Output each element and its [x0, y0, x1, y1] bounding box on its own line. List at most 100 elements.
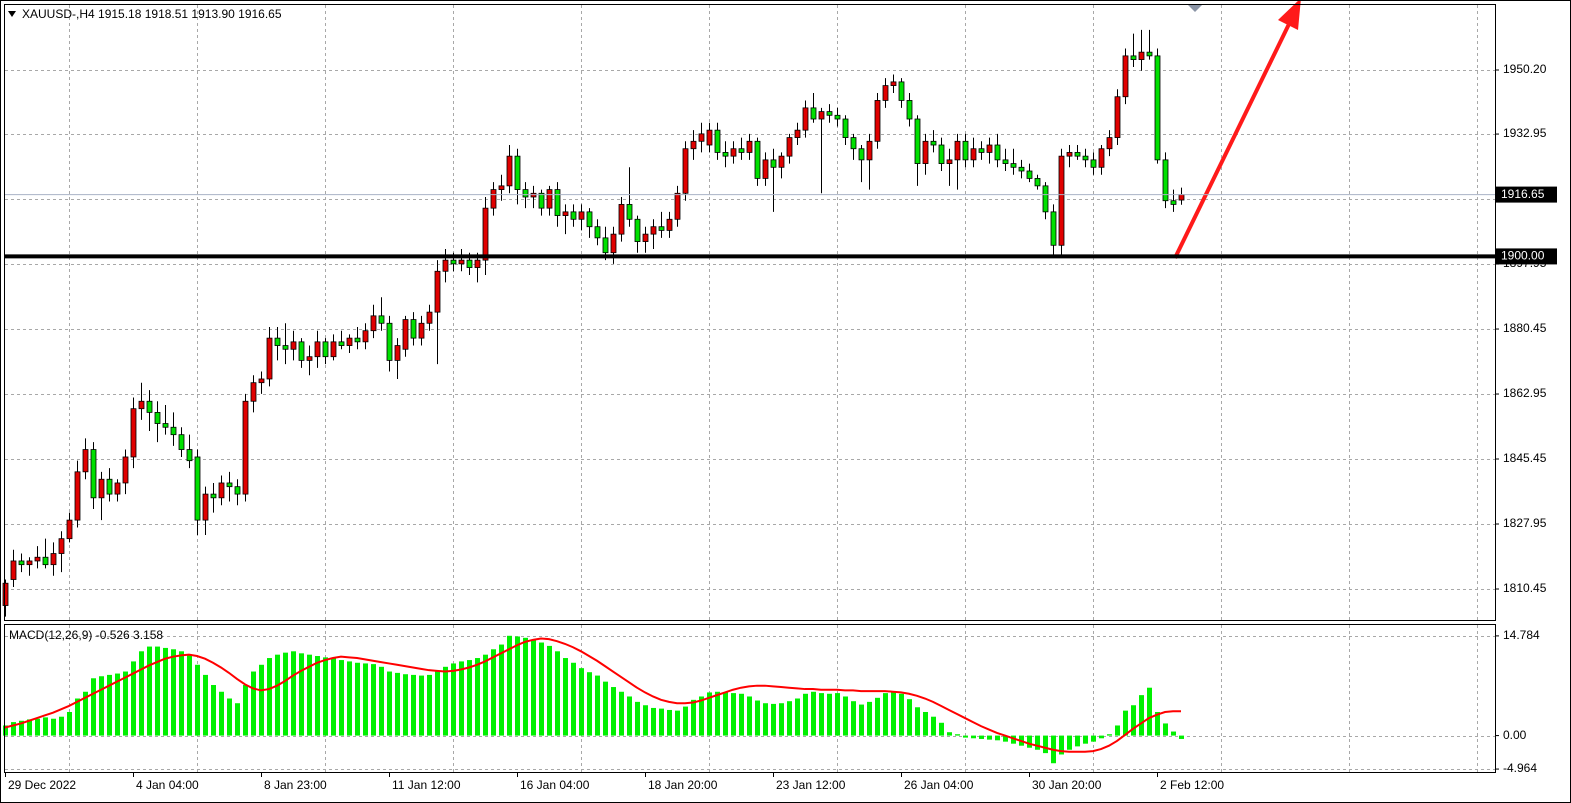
candle-body — [522, 189, 529, 198]
macd-bar — [203, 674, 208, 736]
macd-bar — [403, 674, 408, 736]
candle-body — [970, 148, 977, 161]
candle-body — [90, 449, 97, 499]
candle-body — [1090, 159, 1097, 168]
candle-body — [818, 111, 825, 120]
macd-bar — [963, 735, 968, 738]
signal-line — [4, 637, 1181, 753]
candle-body — [770, 159, 777, 168]
macd-bar — [107, 674, 112, 736]
macd-bar — [307, 654, 312, 736]
arrow-head — [1278, 0, 1301, 30]
macd-bar — [155, 646, 160, 736]
macd-bar — [1027, 735, 1032, 748]
candle-body — [274, 337, 281, 346]
macd-bar — [395, 672, 400, 736]
candle-body — [130, 408, 137, 458]
candle-body — [930, 140, 937, 146]
y-tick-label: 1862.95 — [1503, 386, 1547, 400]
candle-body — [1170, 200, 1177, 205]
macd-bar — [435, 671, 440, 736]
x-tick-label: 26 Jan 04:00 — [904, 778, 974, 792]
candle-body — [474, 259, 481, 268]
candle-body — [18, 560, 25, 566]
macd-bar — [483, 654, 488, 736]
price-level-box — [1496, 248, 1557, 265]
candle-body — [610, 233, 617, 254]
macd-bar — [987, 735, 992, 740]
macd-bar — [219, 691, 224, 736]
macd-bar — [611, 687, 616, 736]
macd-bar — [11, 722, 16, 736]
candle-body — [66, 519, 73, 540]
candle-body — [154, 412, 161, 424]
candle-body — [306, 356, 313, 361]
macd-bar — [931, 716, 936, 736]
candle-body — [730, 148, 737, 157]
arrow-shaft — [1173, 21, 1292, 259]
macd-bar — [723, 692, 728, 736]
candle-body — [986, 144, 993, 153]
candle-body — [402, 319, 409, 350]
macd-bar — [1035, 735, 1040, 750]
candle-body — [922, 140, 929, 164]
macd-bar — [475, 658, 480, 736]
macd-bar — [75, 698, 80, 736]
macd-bar — [1067, 735, 1072, 750]
candle-body — [1010, 163, 1017, 168]
macd-bar — [803, 693, 808, 736]
macd-bar — [539, 642, 544, 736]
macd-bar — [3, 725, 8, 736]
candle-body — [1106, 137, 1113, 150]
macd-bar — [1115, 725, 1120, 736]
macd-bar — [499, 644, 504, 736]
x-tick-label: 29 Dec 2022 — [8, 778, 76, 792]
macd-bar — [683, 706, 688, 736]
macd-bar — [779, 703, 784, 736]
macd-bar — [1083, 735, 1088, 744]
candle-body — [482, 207, 489, 261]
macd-bar — [1123, 710, 1128, 736]
candle-body — [354, 337, 361, 343]
macd-bar — [467, 660, 472, 736]
macd-bar — [755, 700, 760, 736]
macd-bar — [531, 639, 536, 736]
candle-body — [122, 456, 129, 484]
candle-body — [706, 129, 713, 146]
macd-bar — [1163, 723, 1168, 736]
candle-body — [458, 259, 465, 265]
macd-bar — [1139, 695, 1144, 736]
macd-bar — [579, 668, 584, 736]
candle-body — [570, 211, 577, 220]
candle-body — [954, 140, 961, 161]
y-tick-label: 1810.45 — [1503, 581, 1547, 595]
macd-bar — [211, 685, 216, 736]
candle-body — [890, 81, 897, 86]
macd-bar — [1003, 735, 1008, 742]
macd-bar — [875, 697, 880, 736]
candle-body — [114, 482, 121, 495]
candle-body — [618, 204, 625, 235]
macd-bar — [563, 658, 568, 736]
macd-bar — [819, 693, 824, 736]
candle-body — [978, 148, 985, 153]
macd-bar — [43, 717, 48, 736]
candle-body — [1050, 211, 1057, 246]
candle-body — [594, 226, 601, 239]
candle-body — [794, 129, 801, 138]
candle-body — [1122, 55, 1129, 98]
candle-body — [938, 144, 945, 164]
macd-bar — [547, 645, 552, 736]
candle-body — [514, 155, 521, 190]
macd-bar — [299, 653, 304, 736]
macd-bar — [243, 685, 248, 736]
candle-body — [1058, 155, 1065, 246]
shift-marker — [1188, 5, 1202, 12]
macd-bar — [347, 661, 352, 736]
macd-bar — [315, 656, 320, 736]
candle-body — [218, 482, 225, 499]
x-tick-label: 23 Jan 12:00 — [776, 778, 846, 792]
macd-bar — [771, 703, 776, 736]
macd-bar — [835, 693, 840, 736]
